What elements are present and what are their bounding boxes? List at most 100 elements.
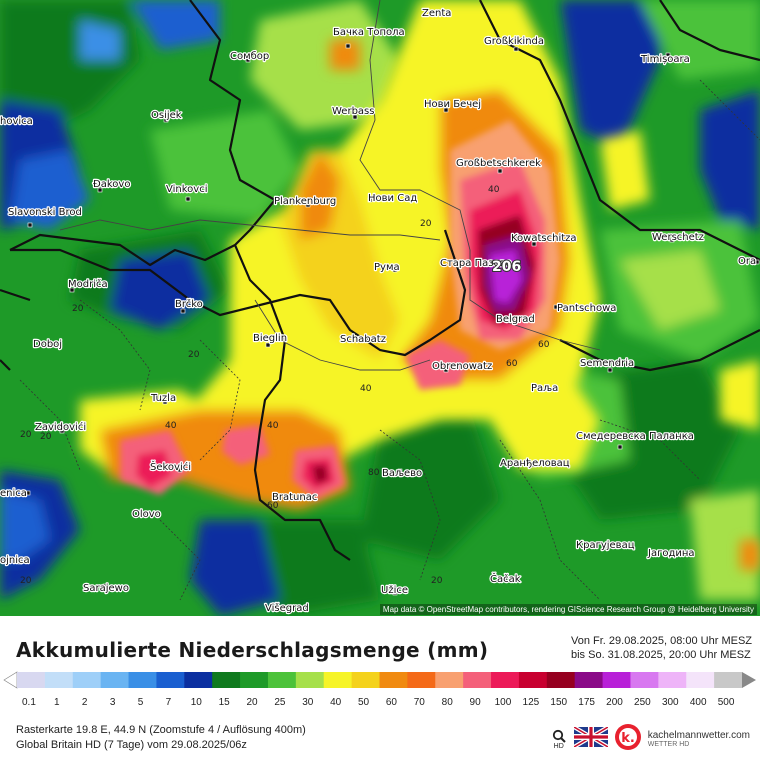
city-dot-stara-pazova (454, 260, 460, 266)
city-label-sombor[interactable]: Сомбор (229, 50, 271, 63)
brand-sub: WETTER HD (647, 741, 690, 748)
city-dot-uzice (392, 590, 398, 596)
scale-swatch-0.1 (17, 672, 46, 688)
city-label-kowatschitza[interactable]: Kowatschitza (510, 232, 578, 245)
city-label-novi-becej[interactable]: Нови Бечеј (423, 97, 482, 111)
city-label-doboj[interactable]: Doboj (32, 338, 63, 351)
contour-label: 20 (72, 304, 84, 314)
precipitation-map[interactable]: Zenta Бачка Топола Сомбор Großkikinda Timișo… (0, 0, 760, 616)
city-label-jagodina[interactable]: Јагодина (646, 547, 696, 560)
city-dot-hovica (27, 118, 33, 124)
kachelmann-logo-icon[interactable]: k. (614, 723, 642, 755)
brand-text[interactable]: kachelmannwetter.com WETTER HD (648, 730, 750, 748)
city-label-grossbikinda[interactable]: Großkikinda (483, 35, 545, 48)
city-label-semendria[interactable]: Semendria (579, 357, 636, 370)
scale-swatch-175 (574, 672, 604, 688)
city-label-sarajewo[interactable]: Sarajewo (82, 582, 130, 595)
city-label-bieglin[interactable]: Bieglin (252, 332, 288, 345)
city-label-hovica[interactable]: hovica (0, 115, 34, 128)
scale-tick-label: 5 (137, 697, 144, 708)
city-dot-sarajewo (102, 583, 108, 589)
contour-label: 20 (20, 430, 32, 440)
city-label-kragujevac[interactable]: Крагујевац (575, 538, 636, 552)
city-label-werschetz[interactable]: Werschetz (651, 231, 705, 244)
scale-tick-label: 1 (54, 697, 60, 708)
scale-swatch-20 (240, 672, 269, 688)
city-label-belgrad[interactable]: Belgrad (495, 313, 536, 326)
city-label-stara-pazova[interactable]: Стара Пазова (439, 257, 513, 270)
city-label-schabatz[interactable]: Schabatz (339, 333, 387, 346)
city-label-visegrad[interactable]: Višegrad (264, 601, 310, 615)
city-dot-novi-becej (443, 107, 449, 113)
city-label-enica[interactable]: enica (0, 487, 28, 500)
scale-swatch-400 (686, 672, 715, 688)
city-dot-brcko (180, 308, 186, 314)
city-label-zenta[interactable]: Zenta (421, 7, 453, 20)
city-label-smederevska-palanka[interactable]: Смедеревска Паланка (575, 430, 695, 443)
brand-name: kachelmannwetter.com (647, 730, 750, 741)
city-dot-plankenburg (305, 202, 311, 208)
scale-swatch-70 (407, 672, 436, 688)
city-label-dakovo[interactable]: Đakovo (92, 178, 132, 191)
uk-flag-icon[interactable] (572, 725, 609, 751)
city-dot-dakovo (97, 187, 103, 193)
search-hd-icon[interactable]: HD (550, 729, 568, 750)
scale-tick-label: 125 (522, 697, 540, 708)
map-attribution: Map data © OpenStreetMap contributors, r… (379, 604, 757, 615)
city-dot-sekovici (177, 467, 183, 473)
scale-swatch-2 (72, 672, 102, 688)
scale-swatch-250 (630, 672, 659, 688)
city-label-slavonski-brod[interactable]: Slavonski Brod (7, 206, 83, 219)
city-label-ora[interactable]: Ora (737, 255, 758, 268)
city-markers (17, 9, 760, 610)
city-dot-sombor (245, 57, 251, 63)
contour-label: 20 (188, 350, 200, 360)
city-label-grossbetschkerek[interactable]: Großbetschkerek (455, 157, 543, 170)
city-label-tuzla[interactable]: Tuzla (149, 392, 177, 405)
city-label-backa-topola[interactable]: Бачка Топола (332, 26, 406, 39)
city-dot-vinkovci (185, 196, 191, 202)
precip-field-high (120, 120, 560, 500)
city-label-sekovici[interactable]: Šekovići (149, 459, 192, 474)
city-label-valjevo[interactable]: Ваљево (381, 467, 424, 480)
city-dot-arandjelovac (531, 462, 537, 468)
scale-tick-label: 100 (494, 697, 512, 708)
scale-tick-label: 25 (274, 697, 286, 708)
city-label-werbass[interactable]: Werbass (331, 105, 376, 118)
city-label-cacak[interactable]: Čačak (489, 571, 522, 586)
city-label-timisoara[interactable]: Timișoara (639, 53, 691, 66)
city-label-vinkovci[interactable]: Vinkovci (165, 183, 209, 196)
city-label-bratunac[interactable]: Bratunac (271, 491, 319, 504)
city-dot-osijek (163, 117, 169, 123)
scale-tick-label: 15 (218, 697, 230, 708)
city-dot-valjevo (397, 468, 403, 474)
city-dot-werschetz (669, 237, 675, 243)
city-label-obrenowatz[interactable]: Obrenowatz (431, 360, 494, 373)
city-label-arandjelovac[interactable]: Аранђеловац (499, 456, 571, 470)
city-label-osijek[interactable]: Osijek (150, 109, 183, 122)
footer-icons: HD k. kachelmannwetter.com WETTER HD (550, 724, 750, 754)
city-label-novi-sad[interactable]: Нови Сад (367, 192, 419, 205)
svg-text:k.: k. (621, 731, 635, 746)
scale-swatch-500 (714, 672, 743, 688)
city-label-zavidovici[interactable]: Zavidovići (34, 420, 88, 434)
city-label-pantschowa[interactable]: Pantschowa (556, 302, 618, 315)
city-label-modrica[interactable]: Modriča (67, 277, 109, 291)
scale-tick-label: 200 (606, 697, 623, 708)
scale-swatch-5 (128, 672, 157, 688)
city-dot-smederevska-palanka (617, 444, 623, 450)
city-dot-visegrad (280, 604, 286, 610)
city-dot-jagodina (669, 550, 675, 556)
city-label-ralja[interactable]: Раља (530, 382, 560, 395)
hd-label: HD (553, 742, 564, 750)
scale-swatch-40 (323, 672, 353, 688)
scale-swatch-150 (546, 672, 576, 688)
city-label-brcko[interactable]: Brčko (174, 297, 204, 311)
city-label-uzice[interactable]: Užice (380, 583, 409, 597)
city-label-plankenburg[interactable]: Plankenburg (273, 195, 338, 208)
rivers (59, 0, 601, 371)
city-dot-schabatz (364, 337, 370, 343)
city-label-olovo[interactable]: Olovo (131, 508, 162, 521)
city-label-ruma[interactable]: Рума (373, 261, 401, 274)
city-label-ojnica[interactable]: ojnica (0, 554, 31, 567)
